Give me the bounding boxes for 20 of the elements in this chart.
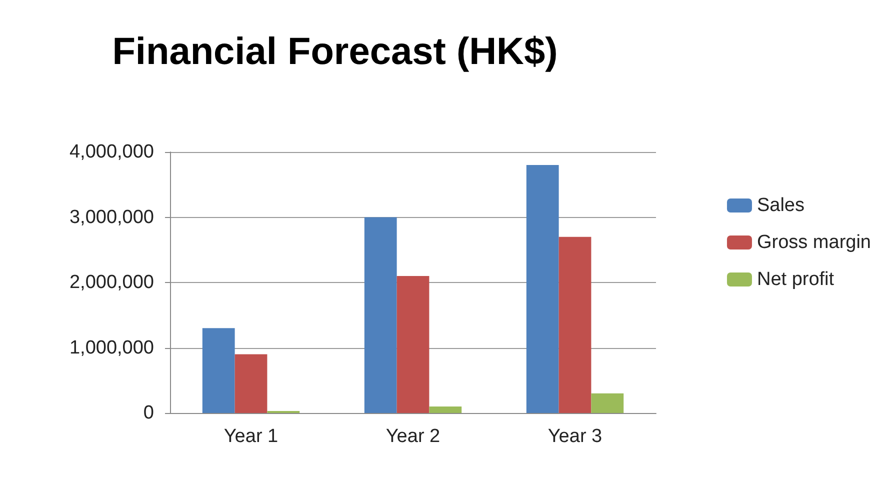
bar xyxy=(396,276,430,413)
x-tick-label: Year 3 xyxy=(548,426,602,447)
legend-label: Net profit xyxy=(756,269,835,290)
y-tick-label: 1,000,000 xyxy=(69,337,154,358)
bar xyxy=(429,406,462,413)
bar xyxy=(364,217,397,413)
x-tick-label: Year 1 xyxy=(224,426,278,447)
y-tick-label: 3,000,000 xyxy=(69,206,154,228)
bar xyxy=(526,165,559,413)
x-tick-label: Year 2 xyxy=(386,426,440,447)
bar xyxy=(558,236,592,413)
chart-title: Financial Forecast (HK$) xyxy=(112,31,558,73)
bar xyxy=(202,328,235,413)
bar xyxy=(234,354,268,413)
y-tick-label: 4,000,000 xyxy=(69,142,154,162)
legend-label: Sales xyxy=(756,195,805,216)
bar xyxy=(591,393,624,413)
y-tick-label: 2,000,000 xyxy=(69,272,154,293)
y-tick-label: 0 xyxy=(143,402,154,424)
legend-label: Gross margin xyxy=(756,232,872,253)
